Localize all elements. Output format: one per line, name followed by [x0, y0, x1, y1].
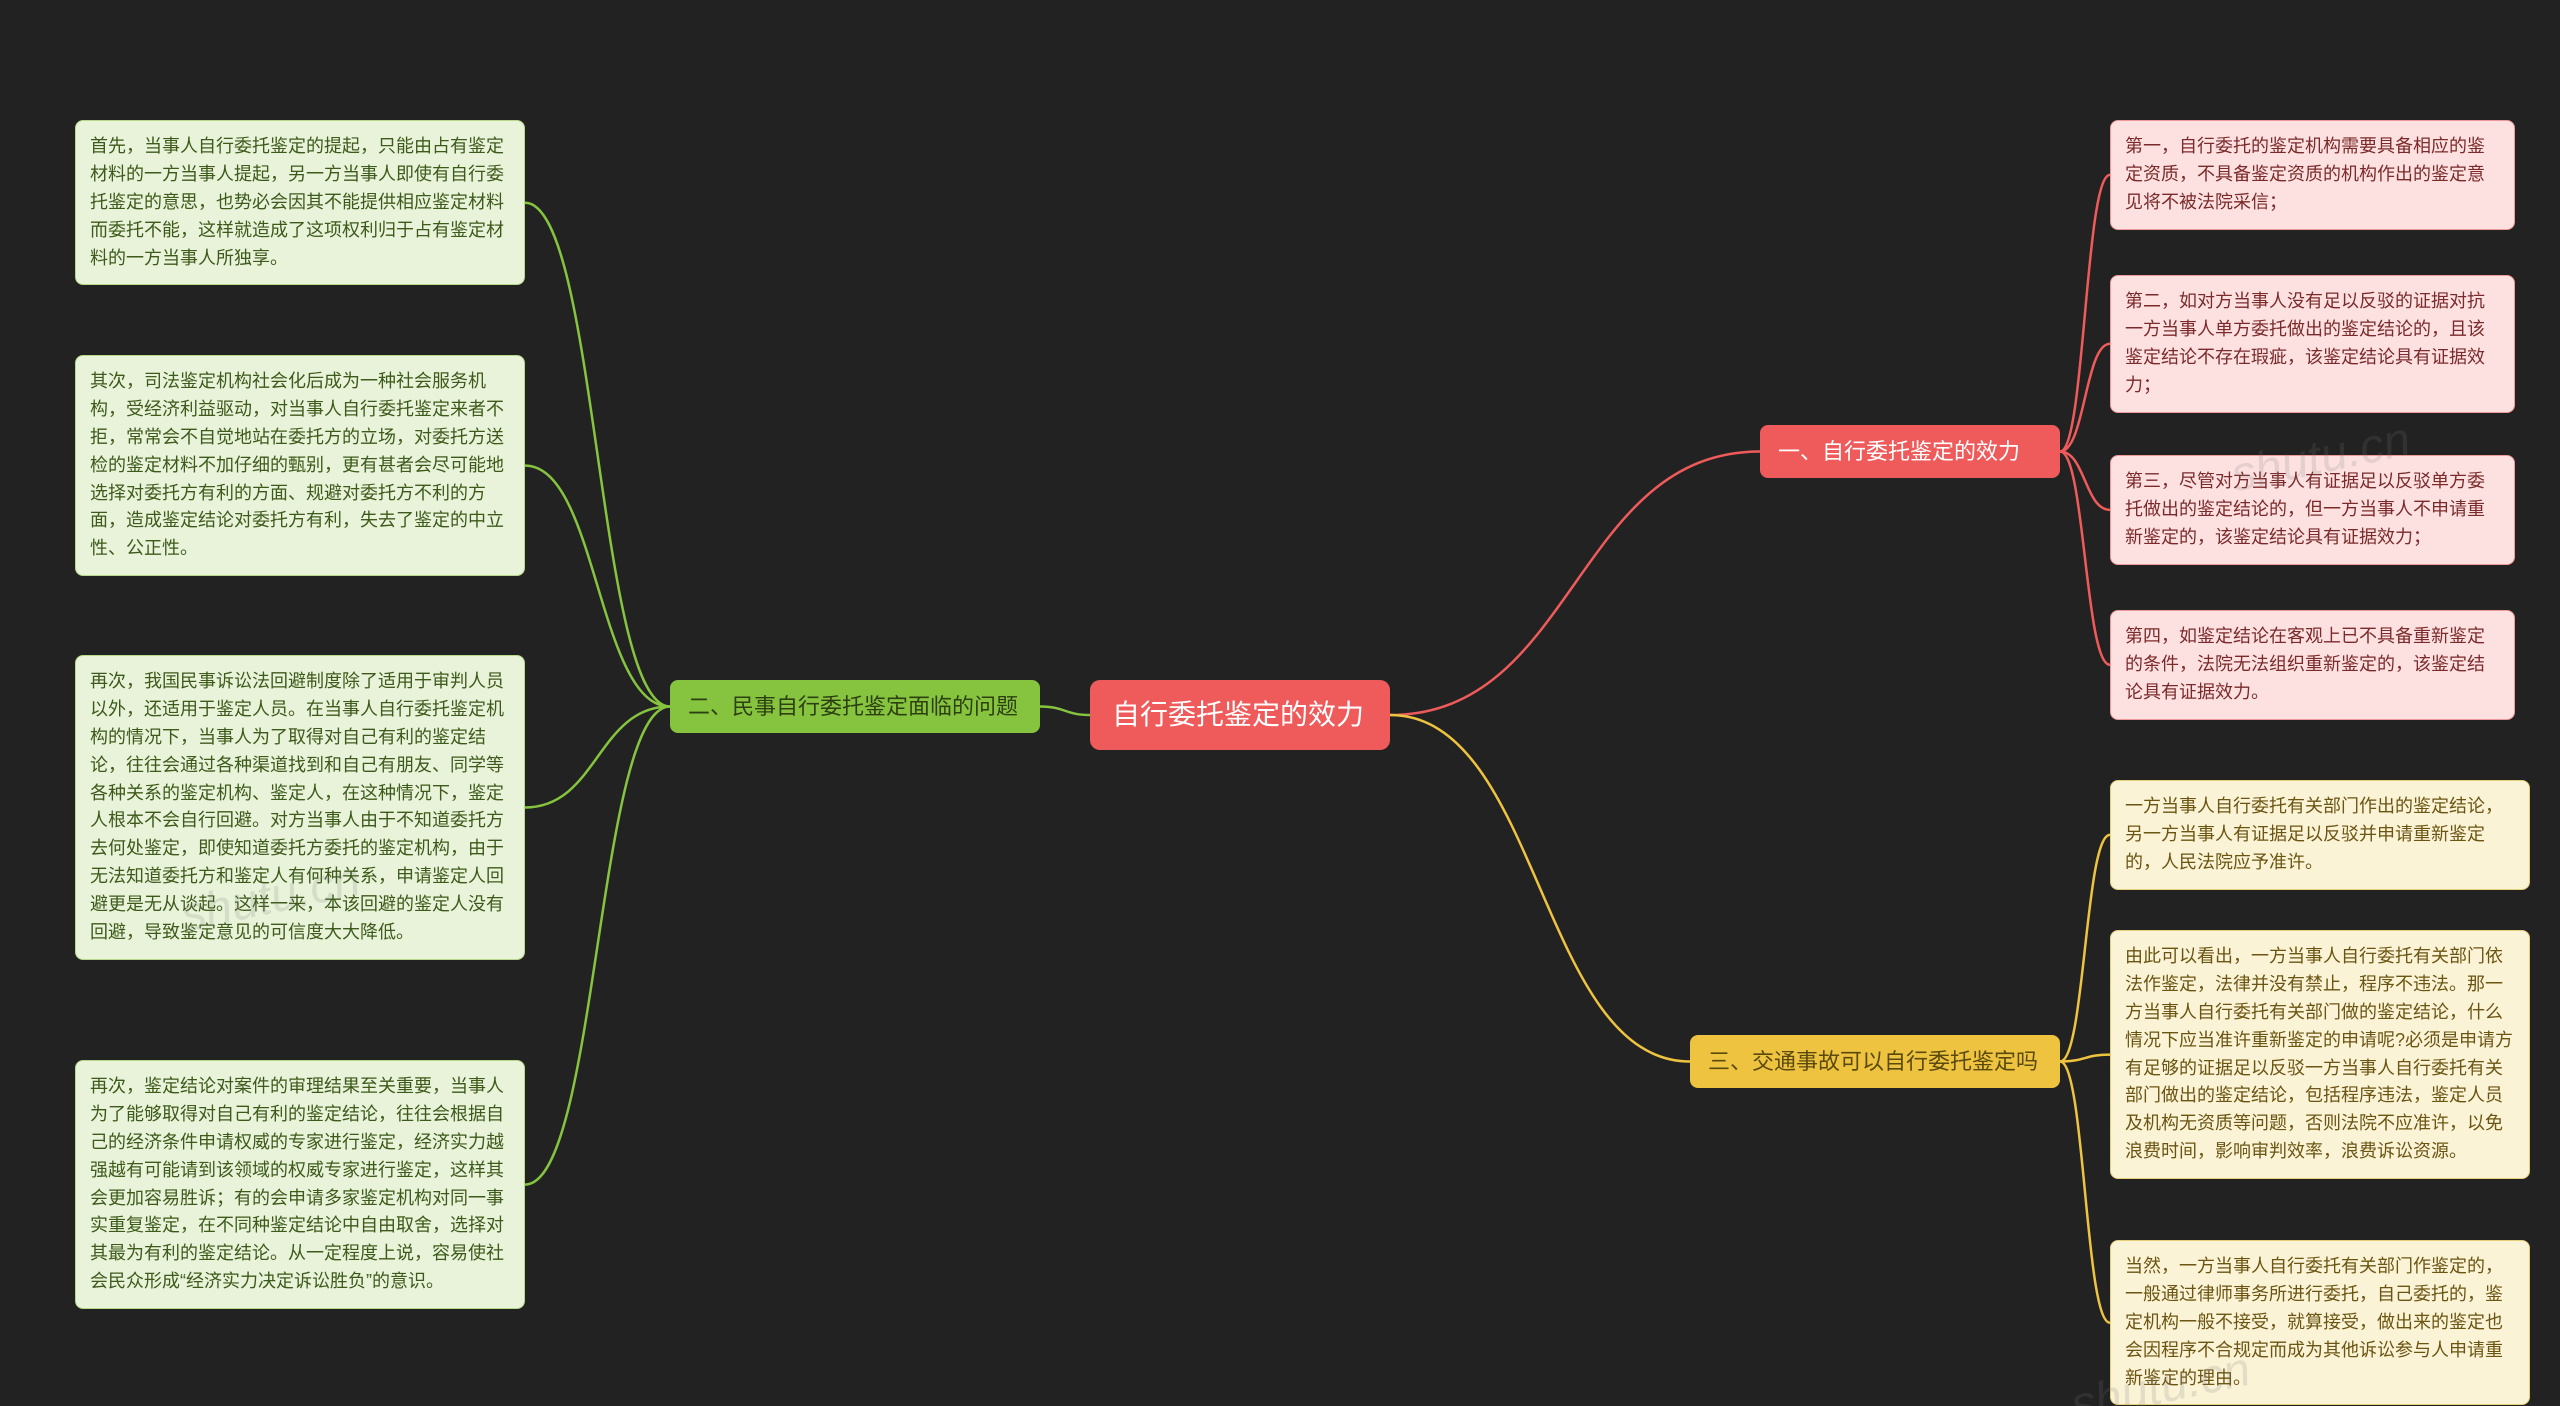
leaf-node[interactable]: 首先，当事人自行委托鉴定的提起，只能由占有鉴定材料的一方当事人提起，另一方当事人…: [75, 120, 525, 285]
leaf-node[interactable]: 一方当事人自行委托有关部门作出的鉴定结论，另一方当事人有证据足以反驳并申请重新鉴…: [2110, 780, 2530, 890]
branch-node[interactable]: 三、交通事故可以自行委托鉴定吗: [1690, 1035, 2060, 1088]
leaf-node[interactable]: 再次，我国民事诉讼法回避制度除了适用于审判人员以外，还适用于鉴定人员。在当事人自…: [75, 655, 525, 960]
leaf-node[interactable]: 再次，鉴定结论对案件的审理结果至关重要，当事人为了能够取得对自己有利的鉴定结论，…: [75, 1060, 525, 1309]
leaf-node[interactable]: 第三，尽管对方当事人有证据足以反驳单方委托做出的鉴定结论的，但一方当事人不申请重…: [2110, 455, 2515, 565]
leaf-node[interactable]: 第二，如对方当事人没有足以反驳的证据对抗一方当事人单方委托做出的鉴定结论的，且该…: [2110, 275, 2515, 413]
leaf-node[interactable]: 第四，如鉴定结论在客观上已不具备重新鉴定的条件，法院无法组织重新鉴定的，该鉴定结…: [2110, 610, 2515, 720]
leaf-node[interactable]: 由此可以看出，一方当事人自行委托有关部门依法作鉴定，法律并没有禁止，程序不违法。…: [2110, 930, 2530, 1179]
leaf-node[interactable]: 当然，一方当事人自行委托有关部门作鉴定的，一般通过律师事务所进行委托，自己委托的…: [2110, 1240, 2530, 1405]
leaf-node[interactable]: 第一，自行委托的鉴定机构需要具备相应的鉴定资质，不具备鉴定资质的机构作出的鉴定意…: [2110, 120, 2515, 230]
branch-node[interactable]: 二、民事自行委托鉴定面临的问题: [670, 680, 1040, 733]
leaf-node[interactable]: 其次，司法鉴定机构社会化后成为一种社会服务机构，受经济利益驱动，对当事人自行委托…: [75, 355, 525, 576]
mindmap-root[interactable]: 自行委托鉴定的效力: [1090, 680, 1390, 750]
branch-node[interactable]: 一、自行委托鉴定的效力: [1760, 425, 2060, 478]
